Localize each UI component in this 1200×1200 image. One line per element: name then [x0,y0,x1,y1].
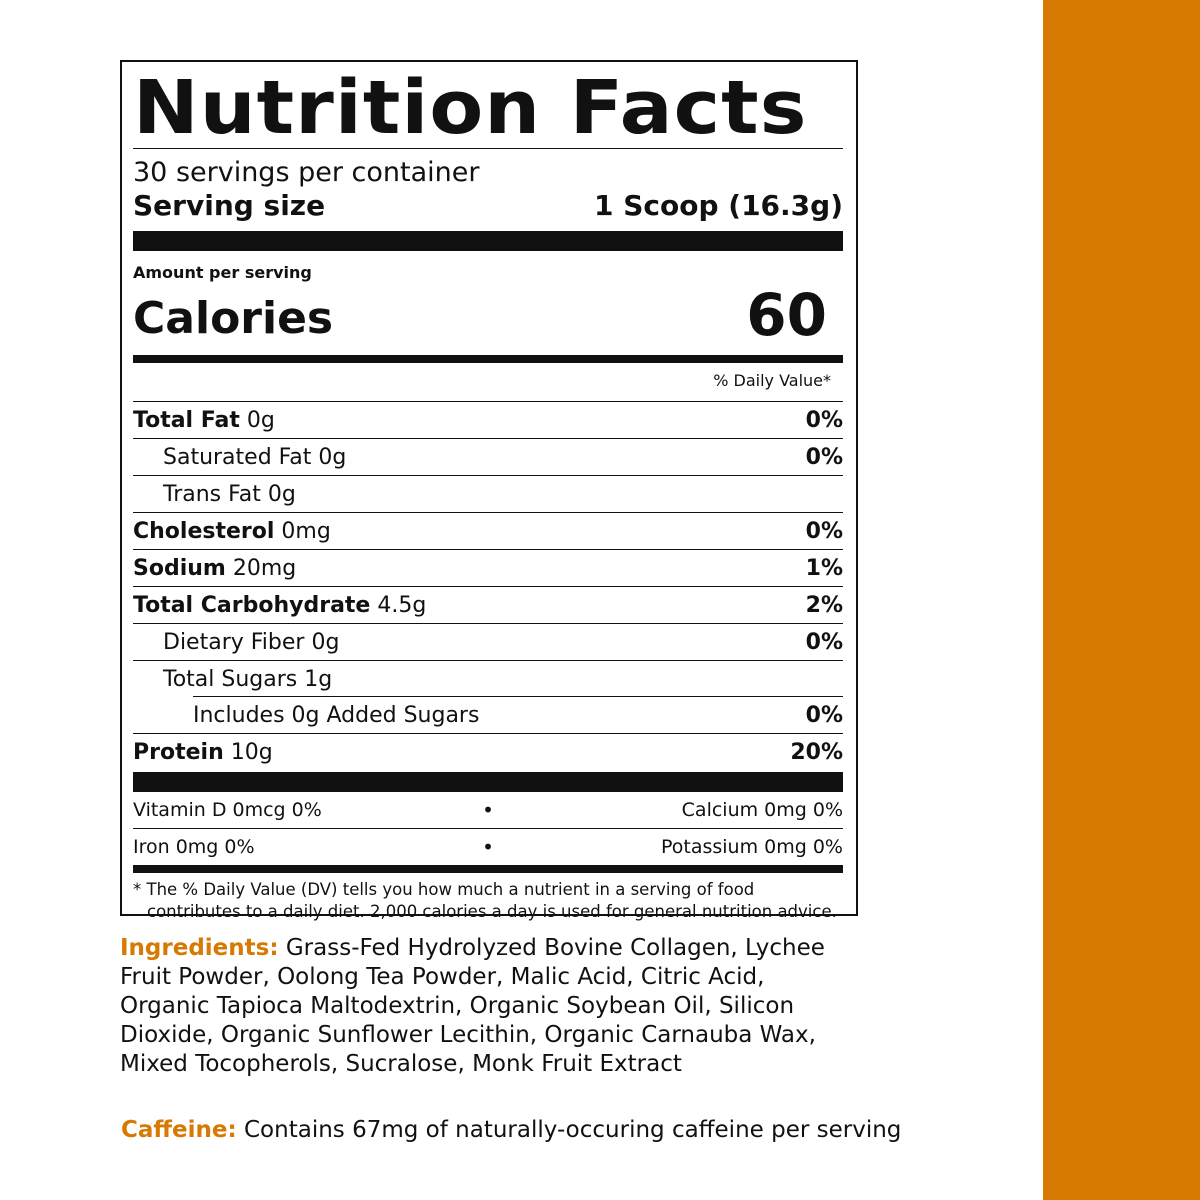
ingredients-line: Mixed Tocopherols, Sucralose, Monk Fruit… [120,1051,682,1077]
caffeine-text: Contains 67mg of naturally-occuring caff… [236,1117,902,1143]
serving-size-row: Serving size 1 Scoop (16.3g) [133,189,843,223]
nutrient-row-total-carbohydrate: Total Carbohydrate 4.5g 2% [133,587,843,624]
bullet-separator: • [482,798,494,822]
nutrient-name: Total Carbohydrate [133,592,371,618]
nutrient-amount: 0mg [281,518,331,544]
nutrient-row-cholesterol: Cholesterol 0mg 0% [133,513,843,550]
nutrient-name: Sodium [133,555,226,581]
nutrient-row-total-sugars: Total Sugars 1g [133,661,843,697]
amount-per-serving: Amount per serving [133,263,312,282]
daily-value-header: % Daily Value* [133,363,843,402]
footnote-line: * The % Daily Value (DV) tells you how m… [133,880,755,899]
nutrient-name: Protein [133,739,224,765]
calories-label: Calories [133,293,334,344]
nutrient-dv: 0% [805,629,843,655]
nutrient-dv: 0% [805,702,843,728]
ingredients-line: Fruit Powder, Oolong Tea Powder, Malic A… [120,964,765,990]
nutrient-dv: 20% [790,739,843,765]
nutrient-name: Saturated Fat 0g [163,444,347,470]
bullet-separator: • [482,835,494,859]
vitamin-row: Vitamin D 0mcg 0% • Calcium 0mg 0% [133,792,843,829]
caffeine-statement: Caffeine: Contains 67mg of naturally-occ… [121,1116,901,1145]
nutrient-name: Total Sugars 1g [163,666,333,692]
nutrient-row-trans-fat: Trans Fat 0g [133,476,843,513]
nutrient-amount: 4.5g [377,592,427,618]
nutrient-row-total-fat: Total Fat 0g 0% [133,402,843,439]
ingredients-heading: Ingredients: [120,935,279,961]
label-title: Nutrition Facts [133,65,808,151]
vitamin-right: Potassium 0mg 0% [660,836,843,858]
accent-side-bar [1043,0,1200,1200]
calories-row: Calories 60 [133,283,843,345]
calories-value: 60 [746,281,827,349]
thick-divider [133,231,843,251]
nutrient-row-sodium: Sodium 20mg 1% [133,550,843,587]
vitamin-left: Vitamin D 0mcg 0% [133,799,322,821]
nutrient-amount: 10g [230,739,273,765]
nutrient-name: Cholesterol [133,518,275,544]
nutrient-name: Trans Fat 0g [163,481,296,507]
medium-divider [133,355,843,363]
nutrient-row-protein: Protein 10g 20% [133,734,843,770]
nutrient-dv: 0% [805,444,843,470]
nutrient-name: Includes 0g Added Sugars [193,702,480,728]
serving-size-value: 1 Scoop (16.3g) [594,189,843,222]
footnote-line: contributes to a daily diet. 2,000 calor… [147,902,837,921]
serving-size-label: Serving size [133,189,326,222]
nutrient-row-added-sugars: Includes 0g Added Sugars 0% [133,697,843,734]
nutrient-row-dietary-fiber: Dietary Fiber 0g 0% [133,624,843,661]
nutrition-facts-panel: Nutrition Facts 30 servings per containe… [120,60,858,921]
nutrient-row-saturated-fat: Saturated Fat 0g 0% [133,439,843,476]
ingredients-line: Organic Tapioca Maltodextrin, Organic So… [120,993,795,1019]
nutrient-name: Total Fat [133,407,240,433]
thick-divider [133,772,843,792]
nutrient-dv: 1% [805,555,843,581]
nutrient-dv: 0% [805,407,843,433]
vitamin-row: Iron 0mg 0% • Potassium 0mg 0% [133,829,843,865]
daily-value-footnote: * The % Daily Value (DV) tells you how m… [133,879,843,923]
servings-per-container: 30 servings per container [133,157,480,188]
vitamin-left: Iron 0mg 0% [133,836,255,858]
ingredients-line: Dioxide, Organic Sunflower Lecithin, Org… [120,1022,816,1048]
ingredients-line: Grass-Fed Hydrolyzed Bovine Collagen, Ly… [278,935,825,961]
ingredients-block: Ingredients: Grass-Fed Hydrolyzed Bovine… [120,934,825,1079]
medium-divider [133,865,843,873]
vitamin-right: Calcium 0mg 0% [681,799,843,821]
nutrient-dv: 2% [805,592,843,618]
nutrient-name: Dietary Fiber 0g [163,629,340,655]
nutrient-dv: 0% [805,518,843,544]
caffeine-heading: Caffeine: [121,1117,237,1143]
nutrient-amount: 0g [246,407,275,433]
nutrient-amount: 20mg [232,555,297,581]
